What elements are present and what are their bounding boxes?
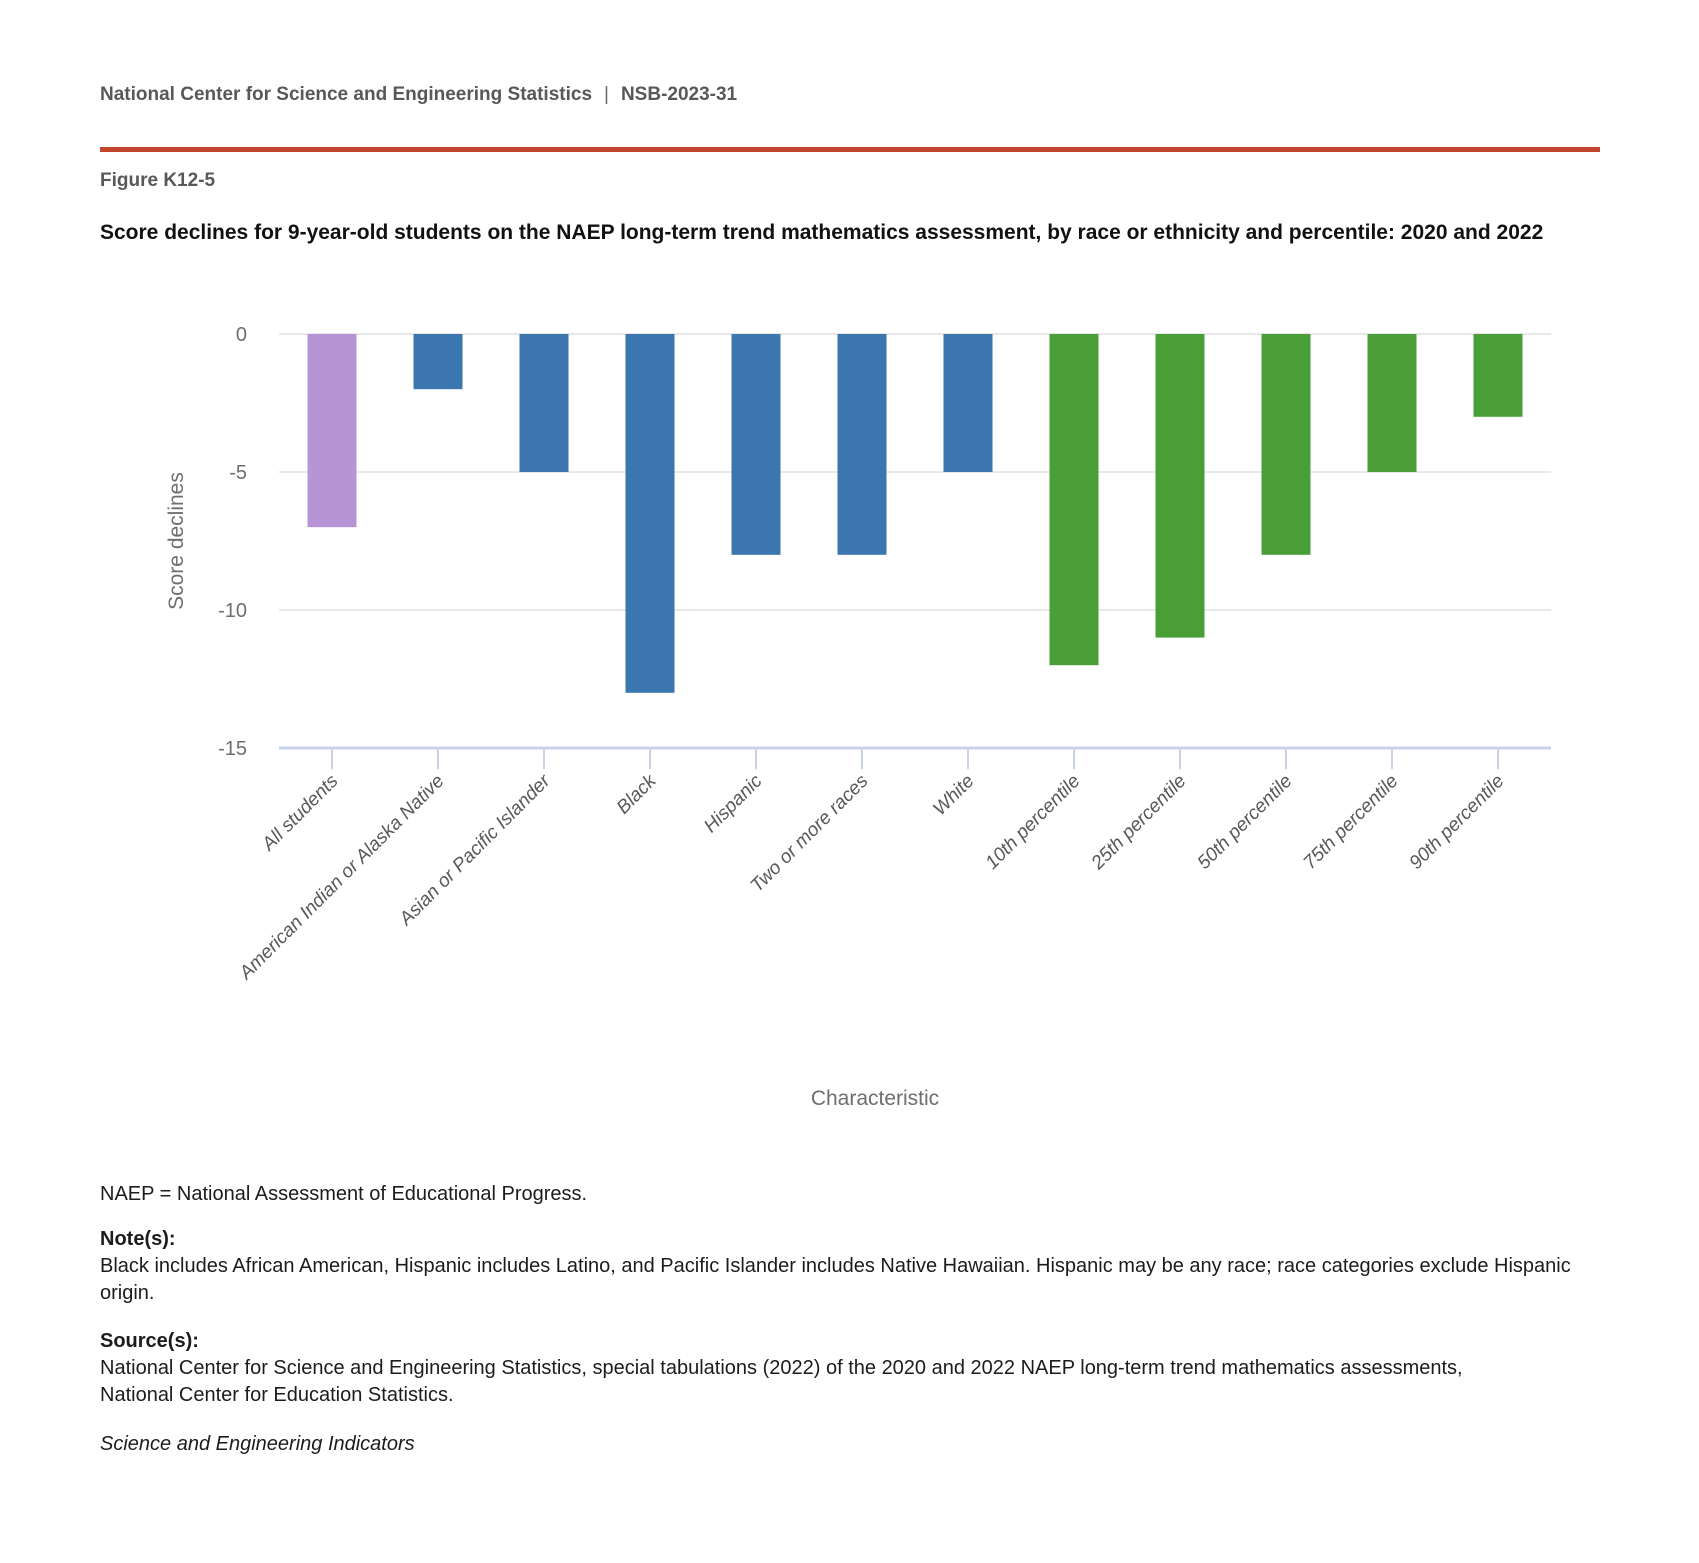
figure-title: Score declines for 9-year-old students o… [100,221,1544,244]
y-tick-label--15: -15 [218,738,247,760]
bar-asian-or-pacific-islander[interactable] [519,334,569,472]
x-axis-ticks [331,748,1499,769]
abbreviation-note: NAEP = National Assessment of Educationa… [100,1183,588,1205]
x-tick-label-10th-percentile: 10th percentile [982,771,1085,874]
x-axis-title: Characteristic [811,1087,939,1110]
bar-american-indian-or-alaska-native[interactable] [413,334,463,390]
attribution: Science and Engineering Indicators [100,1433,415,1455]
bar-75th-percentile[interactable] [1367,334,1417,472]
bar-90th-percentile[interactable] [1473,334,1523,417]
y-tick-label--10: -10 [218,600,247,622]
notes-label: Note(s): [100,1228,176,1250]
y-axis-tick-labels: 0 -5 -10 -15 [218,324,247,760]
bar-50th-percentile[interactable] [1261,334,1311,555]
bar-white[interactable] [943,334,993,472]
figure-label: Figure K12-5 [100,170,216,191]
y-tick-label-0: 0 [236,324,247,346]
bar-10th-percentile[interactable] [1049,334,1099,666]
x-tick-label-american-indian-or-alaska-native: American Indian or Alaska Native [235,771,449,985]
chart-gridlines [279,333,1551,611]
header-org: National Center for Science and Engineer… [100,84,593,105]
bar-two-or-more-races[interactable] [837,334,887,555]
sources-text: National Center for Science and Engineer… [100,1357,1463,1406]
accent-rule [100,147,1600,152]
bar-black[interactable] [625,334,675,693]
header-report-id: NSB-2023-31 [620,84,738,105]
x-tick-label-50th-percentile: 50th percentile [1194,771,1297,874]
notes-text: Black includes African American, Hispani… [100,1255,1571,1304]
sources-label: Source(s): [100,1330,199,1352]
x-tick-label-25th-percentile: 25th percentile [1087,771,1191,875]
y-axis-title: Score declines [165,472,188,610]
x-tick-label-white: White [929,771,978,820]
bar-hispanic[interactable] [731,334,781,555]
bar-all-students[interactable] [307,334,357,528]
x-tick-label-90th-percentile: 90th percentile [1406,771,1509,874]
x-tick-label-two-or-more-races: Two or more races [747,770,873,896]
x-tick-label-all-students: All students [258,770,343,855]
x-tick-label-black: Black [613,770,662,819]
x-tick-label-hispanic: Hispanic [700,770,767,837]
x-tick-label-75th-percentile: 75th percentile [1300,771,1403,874]
chart-bars [307,334,1523,693]
bar-25th-percentile[interactable] [1155,334,1205,638]
header-divider: | [604,84,609,105]
report-header: National Center for Science and Engineer… [100,84,737,106]
y-tick-label--5: -5 [229,462,247,484]
